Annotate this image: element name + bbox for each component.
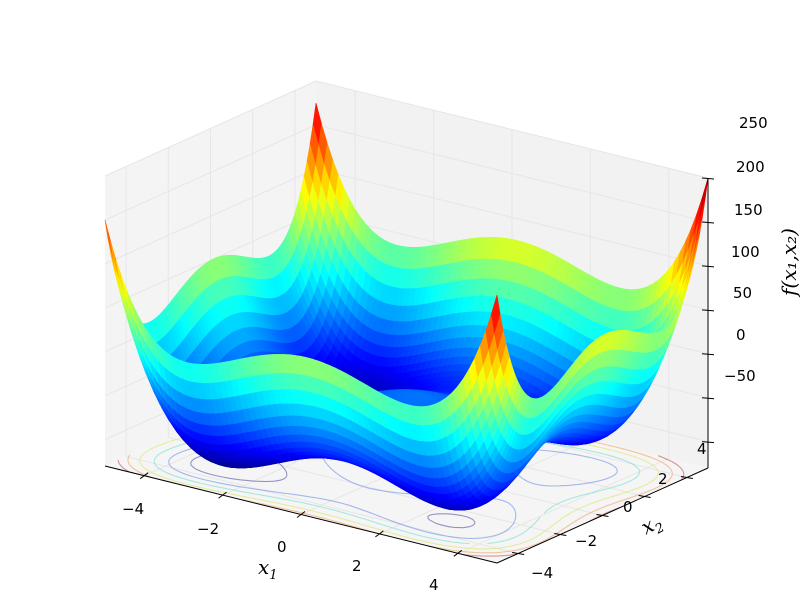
z-tick	[701, 309, 715, 312]
z-tick	[701, 265, 715, 268]
z-tick	[701, 441, 715, 444]
z-tick-label: 250	[739, 114, 768, 132]
y-tick	[512, 552, 525, 555]
x-tick-label: 2	[352, 557, 362, 575]
y-tick	[638, 495, 651, 498]
x-tick	[375, 530, 384, 538]
z-tick	[701, 397, 715, 400]
z-axis-label: f(x₁,x₂)	[777, 228, 800, 298]
z-tick-label: 150	[734, 201, 763, 219]
z-tick-label: 200	[736, 158, 765, 176]
z-tick	[701, 221, 715, 224]
z-axis-ticks: −50 0 50 100 150 200 250	[724, 114, 768, 385]
y-tick	[680, 476, 693, 479]
x-tick-label: 0	[277, 538, 287, 556]
x-axis-label: x1	[258, 555, 278, 583]
x-tick	[296, 511, 306, 518]
z-tick-label: 100	[731, 243, 760, 261]
x-axis-ticks: −4 −2 0 2 4	[122, 500, 439, 594]
z-tick	[701, 353, 715, 356]
y-tick-label: 4	[697, 440, 707, 458]
z-tick-label: −50	[724, 367, 756, 385]
x-tick	[453, 549, 463, 557]
z-tick	[701, 177, 715, 180]
x-tick-label: −2	[197, 520, 219, 538]
y-axis-ticks: −4 −2 0 2 4	[531, 440, 707, 582]
y-tick-label: −2	[575, 532, 597, 550]
x-tick-label: 4	[429, 576, 439, 594]
x-tick-label: −4	[122, 500, 144, 518]
axis-lines	[104, 177, 715, 564]
y-tick-label: −4	[531, 564, 553, 582]
z-tick-label: 50	[733, 284, 752, 302]
surface-mesh	[104, 102, 709, 511]
x-tick	[218, 491, 227, 499]
y-tick-label: 2	[658, 470, 668, 488]
y-tick-label: 0	[623, 498, 633, 516]
y-axis-label: x2	[637, 509, 667, 543]
y-tick	[596, 514, 609, 517]
z-tick-label: 0	[736, 326, 746, 344]
x-tick	[139, 472, 149, 480]
y-tick	[554, 533, 567, 536]
